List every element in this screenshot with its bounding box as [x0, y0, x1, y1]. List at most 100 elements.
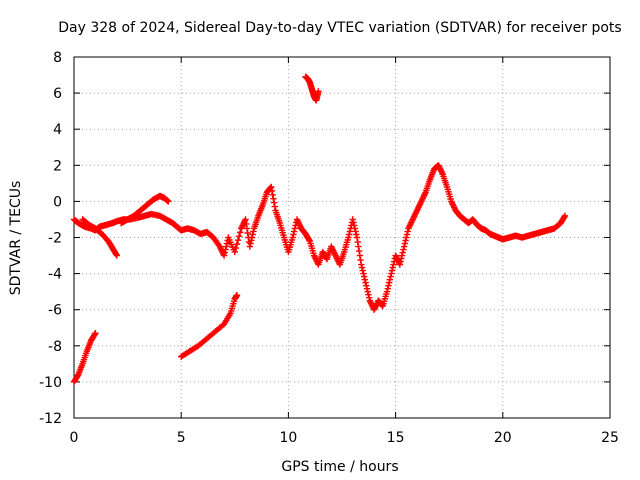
- data-point: [355, 247, 363, 255]
- data-point: [74, 372, 81, 380]
- data-point: [353, 231, 360, 238]
- data-point: [345, 234, 352, 241]
- data-point: [353, 234, 361, 241]
- y-tick-label: 4: [53, 122, 62, 138]
- data-point: [290, 228, 298, 235]
- data-point: [362, 279, 369, 286]
- data-point: [248, 237, 255, 244]
- data-point: [113, 252, 121, 259]
- data-point: [363, 285, 371, 292]
- data-point: [361, 276, 369, 283]
- data-point: [358, 261, 365, 268]
- y-tick-label: 0: [53, 194, 62, 210]
- data-point: [400, 243, 408, 250]
- data-point: [386, 276, 394, 283]
- x-axis-title: GPS time / hours: [281, 459, 398, 475]
- data-point: [403, 231, 411, 238]
- data-point: [357, 256, 364, 264]
- data-point: [350, 219, 357, 226]
- data-point: [268, 187, 276, 195]
- data-marks: [70, 73, 569, 386]
- y-tick-label: 2: [53, 158, 62, 174]
- data-point: [355, 243, 362, 250]
- series-sdtvar-low-arc-2: [178, 292, 241, 360]
- data-point: [305, 236, 313, 244]
- data-point: [387, 273, 394, 280]
- data-point: [222, 246, 229, 253]
- data-point: [289, 234, 296, 241]
- data-point: [400, 246, 407, 253]
- data-point: [388, 270, 395, 277]
- data-point: [315, 88, 322, 95]
- data-point: [363, 282, 370, 289]
- data-point: [346, 228, 354, 235]
- data-point: [360, 270, 367, 277]
- x-tick-label: 15: [387, 430, 405, 446]
- data-point: [165, 198, 172, 205]
- data-point: [270, 199, 278, 206]
- data-point: [404, 228, 411, 235]
- x-tick-label: 5: [177, 430, 186, 446]
- data-point: [561, 213, 568, 221]
- y-tick-label: -2: [48, 231, 62, 247]
- data-point: [291, 225, 299, 232]
- axis-ticks: 0 5 10 15 20 25 -12 -10 -8 -6 -4 -2 0 2 4 6 8: [39, 50, 619, 446]
- data-point: [234, 237, 242, 244]
- data-point: [233, 292, 241, 299]
- data-point: [223, 243, 230, 250]
- data-point: [244, 229, 251, 237]
- data-point: [268, 183, 275, 191]
- x-tick-label: 25: [601, 430, 619, 446]
- data-point: [384, 285, 391, 292]
- data-point: [398, 255, 405, 262]
- y-tick-label: -4: [48, 267, 62, 283]
- y-tick-label: 8: [53, 50, 62, 66]
- data-point: [356, 252, 364, 259]
- data-point: [236, 229, 244, 236]
- data-point: [403, 234, 410, 241]
- series-sdtvar-early-dip: [79, 216, 121, 259]
- series-sdtvar-high-arc: [302, 73, 322, 104]
- data-point: [112, 251, 120, 258]
- data-point: [359, 267, 366, 274]
- data-point: [399, 249, 406, 256]
- data-point: [248, 234, 256, 241]
- data-point: [383, 288, 391, 295]
- data-point: [388, 267, 396, 274]
- data-point: [250, 228, 257, 235]
- data-point: [364, 288, 371, 295]
- data-point: [352, 228, 359, 235]
- data-point: [220, 252, 228, 259]
- data-point: [345, 231, 353, 238]
- data-point: [290, 231, 297, 238]
- data-point: [398, 252, 406, 259]
- data-point: [233, 240, 241, 248]
- y-tick-label: -6: [48, 303, 62, 319]
- series-sdtvar-low-arc-1: [70, 329, 99, 386]
- data-point: [92, 329, 99, 337]
- data-point: [91, 331, 98, 338]
- chart-title: Day 328 of 2024, Sidereal Day-to-day VTE…: [58, 20, 621, 36]
- data-point: [246, 243, 254, 250]
- data-point: [243, 225, 251, 232]
- data-point: [267, 184, 274, 192]
- y-tick-label: -10: [39, 375, 62, 391]
- data-point: [354, 238, 361, 246]
- data-point: [358, 264, 366, 271]
- data-point: [243, 220, 250, 228]
- data-point: [390, 261, 397, 268]
- data-point: [401, 240, 409, 247]
- data-point: [402, 237, 409, 244]
- data-point: [242, 216, 249, 223]
- data-point: [247, 240, 254, 247]
- data-point: [561, 212, 569, 220]
- x-tick-label: 0: [70, 430, 79, 446]
- y-tick-label: 6: [53, 86, 62, 102]
- data-point: [221, 249, 228, 256]
- data-point: [351, 225, 359, 232]
- grid: [74, 57, 610, 418]
- data-point: [249, 231, 256, 238]
- data-point: [360, 273, 368, 280]
- y-tick-label: -12: [39, 411, 62, 427]
